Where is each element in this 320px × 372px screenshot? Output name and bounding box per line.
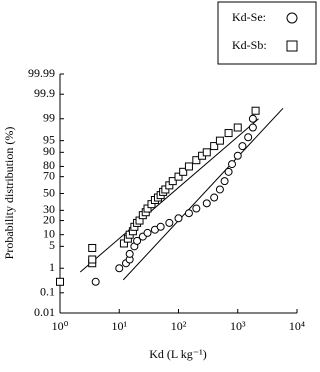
se-point [143, 228, 152, 237]
se-point [248, 123, 257, 132]
se-point [156, 222, 165, 231]
sb-point [210, 142, 219, 151]
se-point [192, 204, 201, 213]
se-point [91, 277, 100, 286]
sb-point [251, 106, 260, 115]
sb-point [233, 123, 242, 132]
y-tick-label: 70 [43, 168, 55, 182]
se-point [115, 264, 124, 273]
y-tick-label: 30 [43, 202, 55, 216]
legend-label: Kd-Se: [232, 10, 266, 24]
sb-point [224, 129, 233, 138]
y-tick-label: 50 [43, 185, 55, 199]
sb-point [88, 243, 97, 252]
y-tick-label: 80 [43, 158, 55, 172]
legend-label: Kd-Sb: [232, 38, 267, 52]
sb-point [88, 255, 97, 264]
se-point [184, 209, 193, 218]
fit-line [79, 118, 259, 273]
y-tick-label: 99.99 [28, 66, 55, 80]
y-tick-label: 1 [49, 260, 55, 274]
x-tick-label: 10⁰ [52, 319, 69, 333]
se-point [248, 114, 257, 123]
sb-point [168, 177, 177, 186]
y-tick-label: 99.9 [34, 86, 55, 100]
x-tick-label: 10⁴ [289, 319, 305, 333]
fit-line [122, 107, 284, 281]
y-tick-label: 5 [49, 238, 55, 252]
sb-point [174, 172, 183, 181]
se-point [228, 160, 237, 169]
y-tick-label: 20 [43, 212, 55, 226]
y-tick-label: 0.01 [34, 305, 55, 319]
se-point [210, 193, 219, 202]
se-point [133, 236, 142, 245]
sb-point [179, 167, 188, 176]
se-point [202, 199, 211, 208]
sb-point [202, 148, 211, 157]
y-tick-label: 90 [43, 144, 55, 158]
x-tick-label: 10² [171, 319, 187, 333]
se-point [215, 185, 224, 194]
se-point [244, 133, 253, 142]
se-point [174, 214, 183, 223]
se-point [165, 218, 174, 227]
sb-point [184, 162, 193, 171]
sb-point [215, 136, 224, 145]
y-tick-label: 99 [43, 110, 55, 124]
y-axis-label: Probability distribution (%) [2, 127, 16, 260]
se-point [220, 177, 229, 186]
x-axis-label: Kd (L kg⁻¹) [149, 347, 206, 361]
legend-marker [286, 40, 298, 52]
y-tick-label: 95 [43, 132, 55, 146]
legend-marker [286, 12, 298, 24]
sb-point [192, 156, 201, 165]
se-point [238, 142, 247, 151]
y-tick-label: 0.1 [40, 285, 55, 299]
x-tick-label: 10³ [230, 319, 246, 333]
legend-box [217, 1, 317, 65]
sb-point [56, 277, 64, 286]
y-tick-label: 10 [43, 226, 55, 240]
se-point [224, 167, 233, 176]
x-tick-label: 10¹ [111, 319, 127, 333]
se-point [233, 151, 242, 160]
se-point [125, 249, 134, 258]
